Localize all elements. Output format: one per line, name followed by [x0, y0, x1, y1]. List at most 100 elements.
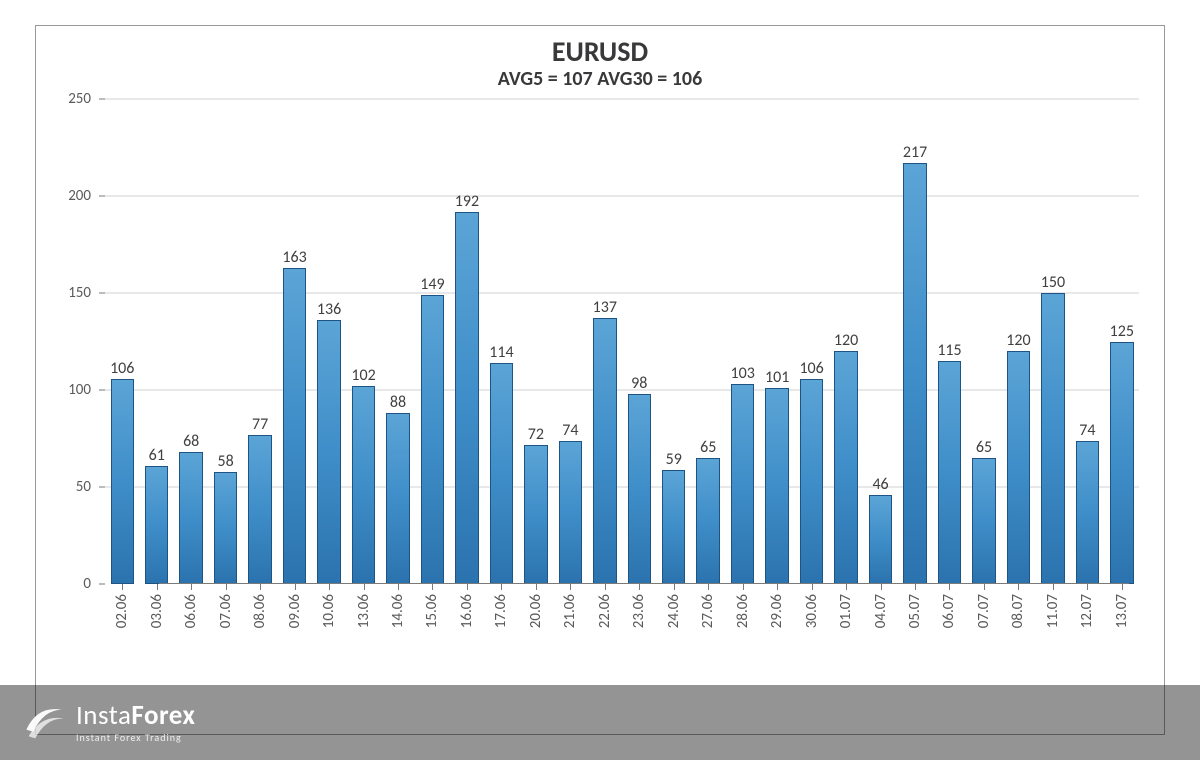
- bar-slot: 68: [174, 99, 208, 584]
- bar-value-label: 120: [834, 331, 858, 352]
- bar-value-label: 106: [799, 359, 823, 380]
- x-tick-mark: [432, 584, 433, 590]
- bar-value-label: 77: [252, 415, 268, 436]
- bar-value-label: 58: [218, 452, 234, 473]
- x-tick-label: 20.06: [527, 594, 545, 628]
- x-label-slot: 01.07: [829, 584, 863, 679]
- bar: 74: [1076, 441, 1099, 585]
- bar-value-label: 74: [1079, 421, 1095, 442]
- chart-title: EURUSD: [51, 36, 1149, 68]
- bar: 68: [179, 452, 202, 584]
- x-tick-label: 29.06: [768, 594, 786, 628]
- x-label-slot: 09.06: [277, 584, 311, 679]
- bar-slot: 46: [863, 99, 897, 584]
- bar-slot: 59: [657, 99, 691, 584]
- x-label-slot: 04.07: [863, 584, 897, 679]
- bar: 106: [800, 379, 823, 585]
- bars-row: 1066168587716313610288149192114727413798…: [105, 99, 1139, 584]
- bar-slot: 136: [312, 99, 346, 584]
- x-tick-mark: [915, 584, 916, 590]
- x-tick-label: 02.06: [113, 594, 131, 628]
- bar-slot: 115: [932, 99, 966, 584]
- bar-slot: 72: [519, 99, 553, 584]
- bar-slot: 65: [691, 99, 725, 584]
- x-label-slot: 16.06: [450, 584, 484, 679]
- x-label-slot: 06.06: [174, 584, 208, 679]
- bar-value-label: 103: [731, 364, 755, 385]
- y-tick-label: 200: [68, 187, 91, 205]
- bar: 103: [731, 384, 754, 584]
- x-tick-label: 24.06: [665, 594, 683, 628]
- bar: 115: [938, 361, 961, 584]
- x-tick-label: 01.07: [837, 594, 855, 628]
- bar: 58: [214, 472, 237, 585]
- bar-slot: 114: [484, 99, 518, 584]
- x-label-slot: 15.06: [415, 584, 449, 679]
- x-label-slot: 08.06: [243, 584, 277, 679]
- brand-bold: Forex: [131, 699, 195, 732]
- x-tick-mark: [1053, 584, 1054, 590]
- x-label-slot: 12.07: [1070, 584, 1104, 679]
- x-label-slot: 30.06: [794, 584, 828, 679]
- x-label-slot: 23.06: [622, 584, 656, 679]
- x-tick-mark: [674, 584, 675, 590]
- y-tick-label: 50: [76, 478, 91, 496]
- bar-value-label: 101: [765, 368, 789, 389]
- bar: 149: [421, 295, 444, 584]
- bar: 192: [455, 212, 478, 584]
- chart-subtitle: AVG5 = 107 AVG30 = 106: [51, 68, 1149, 91]
- x-tick-mark: [364, 584, 365, 590]
- x-tick-mark: [846, 584, 847, 590]
- bar: 88: [386, 413, 409, 584]
- x-tick-label: 10.06: [320, 594, 338, 628]
- bar-slot: 217: [898, 99, 932, 584]
- bar: 102: [352, 386, 375, 584]
- x-label-slot: 22.06: [588, 584, 622, 679]
- x-tick-label: 11.07: [1044, 594, 1062, 628]
- x-label-slot: 14.06: [381, 584, 415, 679]
- x-label-slot: 24.06: [657, 584, 691, 679]
- bar-value-label: 59: [666, 450, 682, 471]
- bar: 217: [903, 163, 926, 584]
- x-tick-mark: [295, 584, 296, 590]
- x-tick-label: 12.07: [1078, 594, 1096, 628]
- x-tick-mark: [777, 584, 778, 590]
- bar-value-label: 150: [1041, 273, 1065, 294]
- bar-value-label: 74: [562, 421, 578, 442]
- bar-slot: 74: [553, 99, 587, 584]
- chart-container: EURUSD AVG5 = 107 AVG30 = 106 0501001502…: [0, 0, 1200, 760]
- bar: 163: [283, 268, 306, 584]
- x-label-slot: 27.06: [691, 584, 725, 679]
- bar: 120: [834, 351, 857, 584]
- bar-value-label: 61: [149, 446, 165, 467]
- swoosh-icon: [22, 701, 66, 745]
- bar-slot: 120: [1001, 99, 1035, 584]
- x-label-slot: 10.06: [312, 584, 346, 679]
- x-tick-mark: [605, 584, 606, 590]
- x-tick-mark: [984, 584, 985, 590]
- x-label-slot: 05.07: [898, 584, 932, 679]
- x-tick-mark: [639, 584, 640, 590]
- x-tick-label: 16.06: [458, 594, 476, 628]
- x-label-slot: 08.07: [1001, 584, 1035, 679]
- brand-light: Insta: [76, 699, 131, 732]
- x-tick-mark: [1087, 584, 1088, 590]
- bar-value-label: 149: [420, 275, 444, 296]
- bar-slot: 65: [967, 99, 1001, 584]
- bars-area: 1066168587716313610288149192114727413798…: [105, 99, 1139, 584]
- bar: 114: [490, 363, 513, 584]
- x-label-slot: 28.06: [725, 584, 759, 679]
- x-label-slot: 17.06: [484, 584, 518, 679]
- bar-value-label: 114: [489, 343, 513, 364]
- x-tick-label: 17.06: [492, 594, 510, 628]
- x-label-slot: 11.07: [1036, 584, 1070, 679]
- bar: 61: [145, 466, 168, 584]
- bar-value-label: 115: [937, 341, 961, 362]
- x-label-slot: 21.06: [553, 584, 587, 679]
- x-tick-mark: [708, 584, 709, 590]
- bar-value-label: 72: [528, 425, 544, 446]
- bar-slot: 137: [588, 99, 622, 584]
- bar: 74: [559, 441, 582, 585]
- bar-slot: 125: [1105, 99, 1139, 584]
- bar-value-label: 120: [1006, 331, 1030, 352]
